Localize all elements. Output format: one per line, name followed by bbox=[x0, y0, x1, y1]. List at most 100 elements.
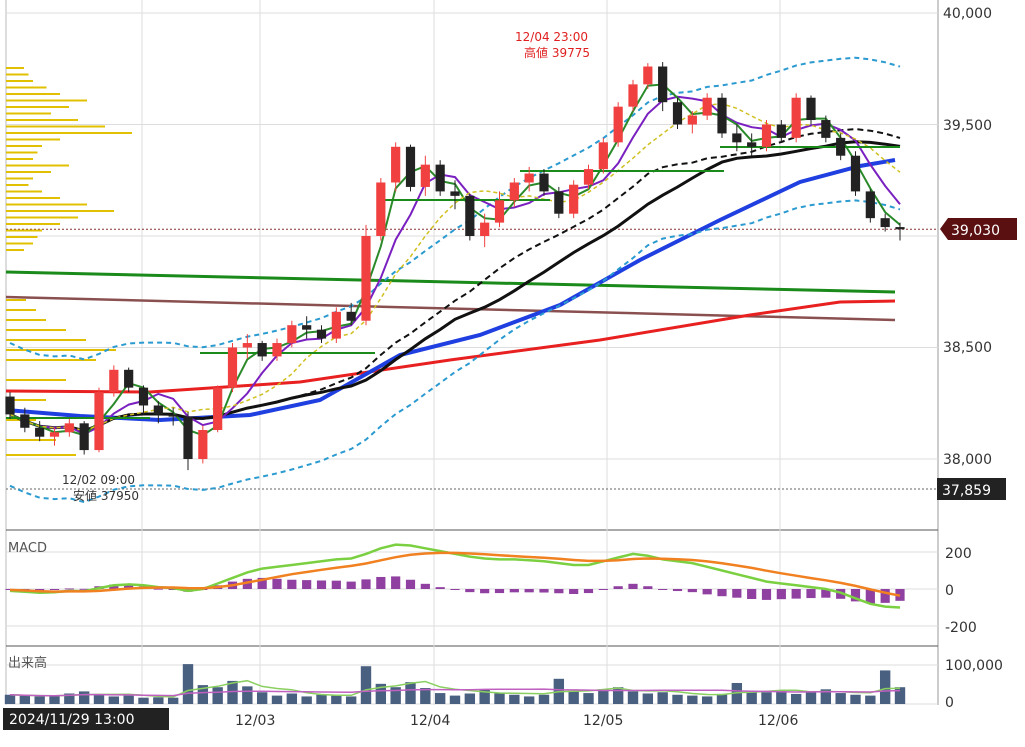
macd-histogram-bar bbox=[850, 589, 861, 602]
macd-label: MACD bbox=[8, 541, 47, 556]
candle-body bbox=[643, 66, 653, 85]
candle-body bbox=[717, 97, 727, 134]
candle-body bbox=[331, 311, 341, 339]
low-annotation-text: 安値 37950 bbox=[73, 488, 139, 503]
candle-body bbox=[346, 311, 356, 321]
volume-bar bbox=[494, 693, 505, 704]
macd-histogram-bar bbox=[109, 584, 119, 589]
volume-bar bbox=[657, 692, 668, 704]
candle-body bbox=[583, 169, 594, 185]
x-tick-label: 12/03 bbox=[235, 713, 275, 729]
volume-bar bbox=[761, 692, 772, 704]
bollinger-lower bbox=[9, 199, 901, 504]
volume-tick-label: 0 bbox=[945, 695, 954, 711]
ma-purple bbox=[9, 95, 901, 436]
volume-bar bbox=[509, 694, 520, 704]
volume-bar bbox=[64, 693, 75, 704]
macd-histogram-bar bbox=[776, 589, 786, 600]
price-tick-label: 38,500 bbox=[943, 340, 992, 356]
macd-histogram-bar bbox=[35, 589, 45, 591]
macd-histogram-bar bbox=[302, 580, 312, 589]
volume-bar bbox=[420, 688, 431, 704]
ma-red bbox=[5, 299, 896, 394]
x-tick-label: 12/04 bbox=[410, 713, 450, 729]
candle-body bbox=[213, 387, 223, 431]
macd-histogram-bar bbox=[554, 589, 564, 594]
candle-body bbox=[435, 164, 445, 192]
candle-body bbox=[850, 155, 861, 192]
start-time-text: 2024/11/29 13:00 bbox=[9, 712, 135, 728]
macd-histogram-bar bbox=[5, 589, 15, 590]
macd-histogram-bar bbox=[287, 579, 297, 589]
candle-body bbox=[761, 124, 772, 147]
macd-histogram-bar bbox=[272, 578, 282, 589]
candle-body bbox=[821, 120, 831, 138]
candle-body bbox=[109, 369, 119, 393]
candle-body bbox=[242, 343, 252, 348]
volume-bar bbox=[464, 693, 476, 704]
macd-histogram-bar bbox=[465, 589, 475, 593]
macd-histogram-bar bbox=[524, 589, 534, 593]
candle-body bbox=[702, 97, 712, 116]
candle-body bbox=[509, 182, 519, 201]
macd-histogram-bar bbox=[494, 589, 505, 594]
macd-histogram-bar bbox=[257, 577, 267, 589]
volume-bar bbox=[538, 694, 550, 704]
volume-bar bbox=[612, 687, 624, 704]
high-annotation-time: 12/04 23:00 bbox=[515, 30, 588, 44]
candle-body bbox=[35, 427, 45, 437]
macd-histogram-bar bbox=[391, 576, 401, 589]
volume-bar bbox=[153, 697, 164, 704]
bollinger-upper bbox=[9, 56, 901, 361]
candle-body bbox=[287, 325, 297, 344]
volume-bar bbox=[642, 693, 654, 704]
current-price-text: 39,030 bbox=[951, 223, 1000, 239]
candle-body bbox=[732, 133, 742, 143]
candle-body bbox=[361, 236, 371, 321]
macd-histogram-bar bbox=[346, 581, 356, 589]
volume-bar bbox=[746, 691, 757, 704]
volume-bar bbox=[227, 680, 238, 704]
candle-body bbox=[480, 222, 490, 236]
macd-histogram-bar bbox=[583, 589, 594, 594]
volume-bar bbox=[850, 694, 861, 704]
volume-label: 出来高 bbox=[8, 655, 47, 671]
volume-bar bbox=[316, 694, 327, 704]
price-tick-label: 39,500 bbox=[943, 118, 992, 134]
macd-histogram-bar bbox=[509, 589, 519, 593]
low-price-text: 37,859 bbox=[942, 483, 991, 499]
candle-body bbox=[613, 106, 623, 143]
volume-bar bbox=[212, 687, 223, 704]
candle-body bbox=[658, 66, 668, 103]
candle-body bbox=[302, 325, 312, 330]
candle-body bbox=[183, 416, 193, 459]
candle-body bbox=[153, 405, 163, 415]
macd-histogram-bar bbox=[539, 589, 549, 593]
volume-bar bbox=[523, 696, 535, 704]
candle-body bbox=[628, 84, 638, 107]
macd-histogram-bar bbox=[480, 589, 490, 594]
candle-body bbox=[776, 124, 786, 138]
x-tick-label: 12/06 bbox=[758, 713, 798, 729]
volume-bar bbox=[731, 683, 743, 704]
macd-histogram-bar bbox=[376, 576, 386, 589]
macd-histogram-bar bbox=[316, 580, 327, 589]
signal-line bbox=[9, 551, 901, 597]
macd-tick-label: -200 bbox=[945, 620, 977, 636]
macd-histogram-bar bbox=[821, 589, 831, 598]
candle-body bbox=[168, 414, 178, 417]
volume-panel bbox=[4, 664, 906, 704]
candlesticks bbox=[5, 62, 905, 471]
volume-bar bbox=[701, 696, 713, 704]
candle-body bbox=[747, 142, 757, 147]
volume-bar bbox=[242, 686, 253, 704]
candle-body bbox=[895, 227, 905, 230]
candle-body bbox=[865, 191, 875, 219]
macd-histogram-bar bbox=[361, 579, 371, 589]
volume-bar bbox=[879, 670, 891, 704]
candle-body bbox=[554, 191, 564, 214]
volume-bar bbox=[19, 695, 31, 704]
volume-bar bbox=[835, 693, 846, 704]
volume-bar bbox=[345, 696, 357, 704]
volume-bar bbox=[34, 696, 45, 704]
